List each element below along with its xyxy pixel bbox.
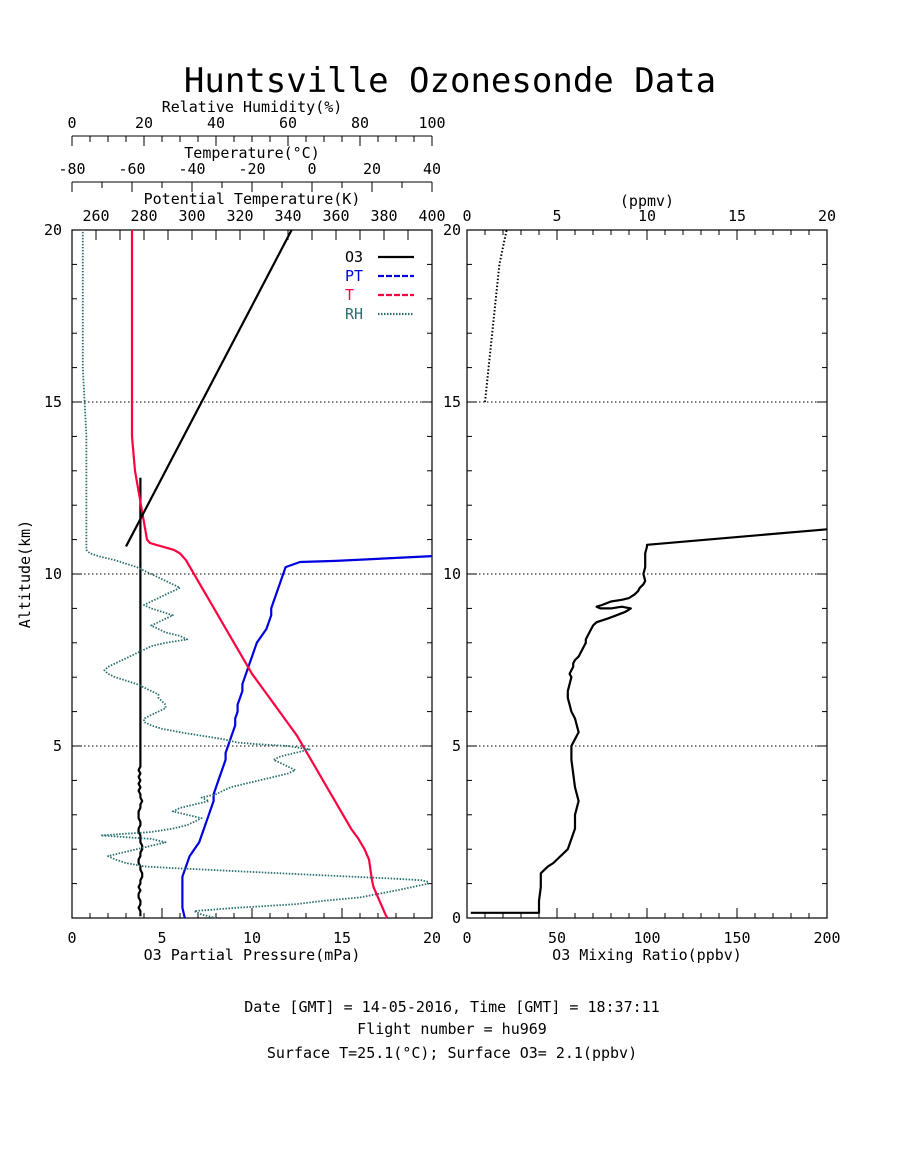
y-tick-label-15: 15 — [44, 393, 62, 411]
footer-flight-number: Flight number = hu969 — [357, 1020, 547, 1038]
t-tick-label-20: 20 — [363, 160, 381, 178]
right-y-tick-label-15: 15 — [443, 393, 461, 411]
left-panel: 5 10 15 20 0 5 10 15 20 0 20 40 60 80 100 -80 -60 -40 -20… — [16, 98, 446, 964]
t-tick-label--60: -60 — [118, 160, 145, 178]
t-tick-label--40: -40 — [178, 160, 205, 178]
pt-tick-label-340: 340 — [274, 207, 301, 225]
pt-tick-label-320: 320 — [226, 207, 253, 225]
t-tick-label--20: -20 — [238, 160, 265, 178]
x-axis-label-potential-temperature: Potential Temperature(K) — [144, 190, 361, 208]
pt-tick-label-380: 380 — [370, 207, 397, 225]
x-tick-label-ppbv-50: 50 — [548, 929, 566, 947]
pt-tick-label-300: 300 — [178, 207, 205, 225]
left-series — [81, 229, 433, 919]
mixing-ratio-line-ppmv — [484, 229, 508, 403]
rh-tick-label-60: 60 — [279, 114, 297, 132]
y-tick-label-5: 5 — [53, 737, 62, 755]
x-tick-label-o3-5: 5 — [157, 929, 166, 947]
x-tick-label-ppbv-0: 0 — [462, 929, 471, 947]
series-line-rh — [81, 230, 430, 919]
series-line-pt — [181, 555, 433, 919]
x-tick-label-ppmv-20: 20 — [818, 207, 836, 225]
x-tick-label-ppbv-200: 200 — [813, 929, 840, 947]
legend-label-rh: RH — [345, 305, 363, 323]
x-tick-label-ppbv-150: 150 — [723, 929, 750, 947]
x-tick-label-ppmv-10: 10 — [638, 207, 656, 225]
right-y-tick-label-20: 20 — [443, 221, 461, 239]
series-line-t — [130, 230, 389, 919]
y-axis-label: Altitude(km) — [16, 520, 34, 628]
rh-tick-label-40: 40 — [207, 114, 225, 132]
y-tick-label-20: 20 — [44, 221, 62, 239]
x-axis-label-o3-pressure: O3 Partial Pressure(mPa) — [144, 946, 361, 964]
footer-surface-values: Surface T=25.1(°C); Surface O3= 2.1(ppbv… — [267, 1044, 637, 1062]
footer-date-time: Date [GMT] = 14-05-2016, Time [GMT] = 18… — [244, 998, 659, 1016]
x-tick-label-o3-10: 10 — [243, 929, 261, 947]
pt-tick-label-360: 360 — [322, 207, 349, 225]
right-y-tick-label-10: 10 — [443, 565, 461, 583]
figure-title: Huntsville Ozonesonde Data — [184, 61, 716, 101]
left-top-axes: 0 20 40 60 80 100 -80 -60 -40 -20 0 20 40 260 280 300 32… — [58, 114, 446, 240]
x-axis-label-rh: Relative Humidity(%) — [162, 98, 343, 116]
right-y-tick-label-0: 0 — [452, 909, 461, 927]
rh-tick-label-0: 0 — [67, 114, 76, 132]
left-gridlines — [72, 401, 432, 747]
pt-tick-label-260: 260 — [82, 207, 109, 225]
x-tick-label-ppbv-100: 100 — [633, 929, 660, 947]
t-tick-label--80: -80 — [58, 160, 85, 178]
series-line-o3 — [137, 477, 144, 917]
mixing-ratio-line-ppbv — [470, 528, 828, 914]
y-tick-label-10: 10 — [44, 565, 62, 583]
right-y-tick-label-5: 5 — [452, 737, 461, 755]
t-tick-label-0: 0 — [307, 160, 316, 178]
legend-label-o3: O3 — [345, 248, 363, 266]
x-tick-label-o3-0: 0 — [67, 929, 76, 947]
t-tick-label-40: 40 — [423, 160, 441, 178]
series-line-o3-upper — [125, 229, 293, 547]
rh-tick-label-100: 100 — [418, 114, 445, 132]
x-tick-label-o3-15: 15 — [333, 929, 351, 947]
x-axis-label-ppmv: (ppmv) — [620, 192, 674, 210]
x-axis-label-mixing-ratio: O3 Mixing Ratio(ppbv) — [552, 946, 742, 964]
pt-tick-label-280: 280 — [130, 207, 157, 225]
legend-label-t: T — [345, 286, 354, 304]
x-axis-label-temperature: Temperature(°C) — [184, 144, 319, 162]
x-tick-label-ppmv-0: 0 — [462, 207, 471, 225]
x-tick-label-ppmv-5: 5 — [552, 207, 561, 225]
legend-label-pt: PT — [345, 267, 363, 285]
rh-tick-label-20: 20 — [135, 114, 153, 132]
right-gridlines — [467, 401, 827, 747]
x-tick-label-ppmv-15: 15 — [728, 207, 746, 225]
x-tick-label-o3-20: 20 — [423, 929, 441, 947]
rh-tick-label-80: 80 — [351, 114, 369, 132]
right-series — [470, 229, 828, 914]
pt-tick-label-400: 400 — [418, 207, 445, 225]
left-ticks: 5 10 15 20 0 5 10 15 20 — [44, 221, 441, 947]
